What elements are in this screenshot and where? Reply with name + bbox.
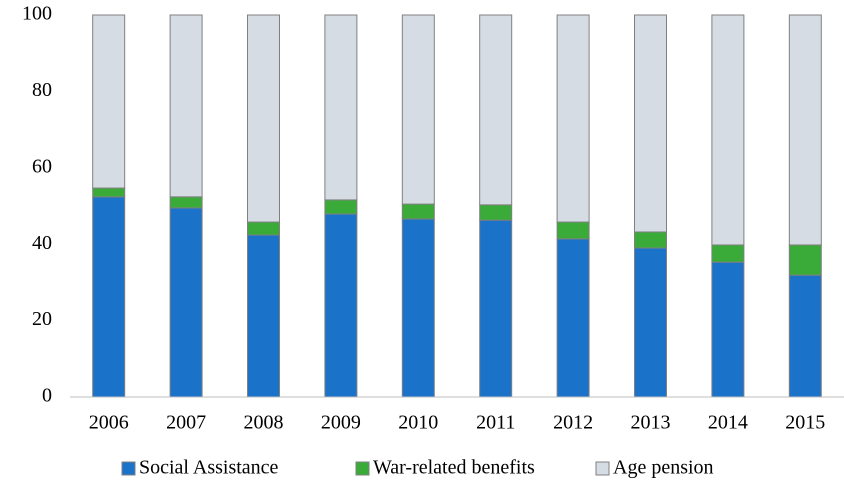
bar-segment — [788, 274, 822, 398]
bar-segment — [169, 196, 203, 209]
bar-segment — [247, 14, 280, 223]
legend-label: Social Assistance — [139, 457, 279, 479]
y-tick-label: 80 — [32, 79, 52, 101]
bar-segment — [324, 199, 358, 215]
bar-segment — [401, 14, 435, 205]
bar-segment — [711, 261, 745, 398]
bar-segment — [634, 247, 667, 398]
bar-segment — [556, 14, 590, 223]
x-tick-label: 2008 — [244, 412, 284, 434]
bar-segment — [634, 14, 667, 233]
bar-segment — [556, 238, 590, 398]
bar-segment — [788, 14, 822, 246]
bar-segment — [401, 203, 435, 220]
bar-segment — [92, 196, 126, 398]
bar-segment — [92, 14, 126, 189]
x-tick-label: 2015 — [785, 412, 825, 434]
legend-swatch — [355, 461, 370, 476]
bar-segment — [247, 221, 280, 236]
x-tick-label: 2013 — [631, 412, 671, 434]
bar-segment — [169, 14, 203, 198]
y-tick-label: 20 — [32, 308, 52, 330]
y-tick-label: 100 — [22, 3, 52, 25]
y-tick-label: 60 — [32, 155, 52, 177]
bar-segment — [634, 231, 667, 249]
bar-segment — [401, 218, 435, 398]
bar-segment — [711, 14, 745, 246]
x-tick-label: 2011 — [476, 412, 515, 434]
bar-segment — [711, 244, 745, 263]
x-tick-label: 2006 — [89, 412, 129, 434]
bar-segment — [247, 234, 280, 398]
x-tick-label: 2010 — [398, 412, 438, 434]
bar-segment — [479, 14, 513, 206]
x-tick-label: 2009 — [321, 412, 361, 434]
bar-segment — [324, 14, 358, 201]
x-tick-label: 2007 — [166, 412, 206, 434]
x-tick-label: 2014 — [708, 412, 748, 434]
x-tick-label: 2012 — [553, 412, 593, 434]
legend-label: Age pension — [613, 457, 714, 479]
y-tick-label: 0 — [42, 385, 52, 407]
bar-segment — [92, 187, 126, 198]
legend-label: War-related benefits — [373, 457, 535, 479]
bar-segment — [479, 219, 513, 398]
bar-segment — [169, 207, 203, 398]
legend-swatch — [121, 461, 136, 476]
bar-segment — [479, 204, 513, 221]
y-tick-label: 40 — [32, 232, 52, 254]
bar-segment — [324, 213, 358, 398]
legend-swatch — [595, 461, 610, 476]
bar-segment — [556, 221, 590, 240]
bar-segment — [788, 244, 822, 276]
